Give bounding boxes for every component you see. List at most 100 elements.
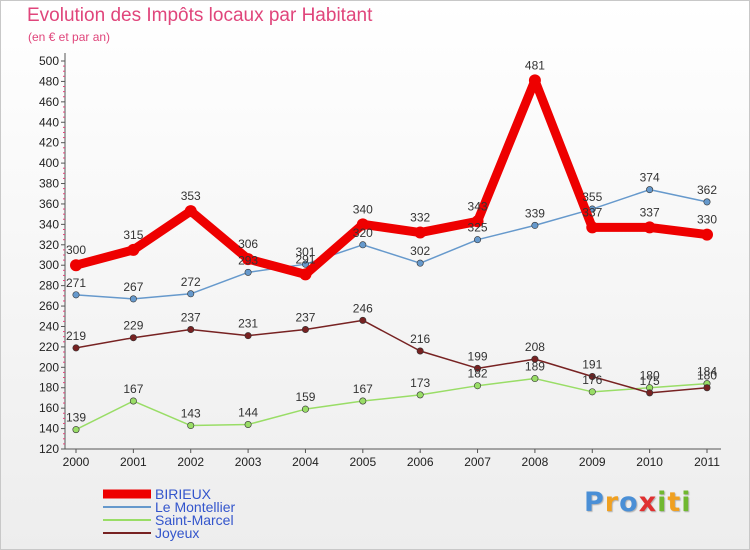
point-joyeux — [646, 389, 654, 397]
logo-letter: i — [657, 487, 668, 518]
y-tick-label: 440 — [39, 115, 59, 129]
data-label-joyeux: 229 — [123, 319, 143, 333]
data-label-saint-marcel: 176 — [582, 373, 602, 387]
x-tick-label: 2011 — [694, 455, 720, 469]
data-label-le-montellier: 271 — [66, 276, 86, 290]
point-joyeux — [301, 326, 309, 334]
data-label-joyeux: 246 — [353, 301, 373, 315]
point-birieux — [356, 218, 369, 231]
data-label-joyeux: 237 — [181, 311, 201, 325]
point-birieux — [70, 259, 82, 272]
point-saint-marcel — [416, 391, 424, 399]
point-joyeux — [416, 347, 424, 355]
x-tick-label: 2003 — [235, 455, 262, 469]
data-label-birieux: 300 — [66, 243, 86, 257]
chart-subtitle: (en € et par an) — [28, 30, 111, 44]
data-label-birieux: 315 — [123, 228, 143, 242]
point-saint-marcel — [301, 405, 309, 413]
series-line-joyeux — [75, 319, 708, 394]
point-le-montellier — [646, 186, 654, 194]
logo-letter: P — [584, 487, 605, 518]
y-tick-label: 500 — [39, 54, 59, 68]
point-birieux — [528, 74, 541, 87]
y-tick-label: 200 — [39, 360, 59, 374]
point-saint-marcel — [359, 397, 367, 405]
point-joyeux — [129, 334, 137, 342]
y-tick-label: 460 — [39, 95, 59, 109]
point-le-montellier — [301, 260, 309, 268]
y-tick-label: 180 — [39, 381, 59, 395]
point-le-montellier — [416, 259, 424, 267]
axes: 120 140 160 180 200 220 240 260 280 300 320 340 360 3… — [39, 53, 721, 469]
logo-letter: r — [604, 487, 620, 518]
legend-label-birieux: BIRIEUX — [155, 486, 212, 502]
logo-letter: o — [619, 487, 639, 518]
data-label-le-montellier: 339 — [525, 206, 545, 220]
point-joyeux — [244, 332, 252, 340]
data-label-saint-marcel: 182 — [468, 367, 488, 381]
point-saint-marcel — [187, 422, 195, 430]
data-label-le-montellier: 362 — [697, 183, 717, 197]
x-tick-label: 2001 — [120, 455, 147, 469]
data-label-le-montellier: 355 — [582, 190, 602, 204]
data-label-le-montellier: 374 — [640, 171, 660, 185]
x-tick-label: 2005 — [349, 455, 376, 469]
point-saint-marcel — [531, 375, 539, 383]
logo-letter: x — [638, 487, 658, 518]
data-label-saint-marcel: 143 — [181, 407, 201, 421]
data-label-saint-marcel: 167 — [353, 382, 373, 396]
data-label-joyeux: 191 — [582, 358, 602, 372]
data-label-joyeux: 175 — [640, 374, 660, 388]
data-label-saint-marcel: 180 — [640, 369, 660, 383]
point-joyeux — [703, 384, 711, 392]
data-labels: 300 315 353 306 291 340 332 343 481 337 337 330 271 2… — [66, 58, 717, 424]
data-label-saint-marcel: 139 — [66, 411, 86, 425]
data-label-birieux: 481 — [525, 58, 545, 72]
point-joyeux — [588, 373, 596, 381]
y-tick-label: 240 — [39, 319, 59, 333]
point-birieux — [127, 243, 140, 256]
data-label-birieux: 337 — [582, 205, 602, 219]
data-label-saint-marcel: 159 — [295, 390, 315, 404]
x-tick-label: 2007 — [464, 455, 491, 469]
point-le-montellier — [531, 221, 539, 229]
y-tick-label: 380 — [39, 177, 59, 191]
series-line-le-montellier — [75, 188, 708, 300]
y-tick-label: 340 — [39, 217, 59, 231]
series-line-birieux — [71, 75, 712, 279]
point-birieux — [586, 221, 599, 234]
point-birieux — [471, 215, 484, 228]
y-tick-label: 320 — [39, 238, 59, 252]
point-birieux — [414, 226, 427, 239]
y-tick-label: 420 — [39, 136, 59, 150]
point-le-montellier — [187, 290, 195, 298]
data-label-le-montellier: 267 — [123, 280, 143, 294]
data-label-saint-marcel: 184 — [697, 365, 717, 379]
data-label-birieux: 330 — [697, 213, 717, 227]
legend-label-le-montellier: Le Montellier — [155, 499, 235, 515]
y-tick-label: 120 — [39, 442, 59, 456]
data-label-birieux: 332 — [410, 211, 430, 225]
data-label-joyeux: 219 — [66, 329, 86, 343]
data-label-saint-marcel: 173 — [410, 376, 430, 390]
point-joyeux — [187, 326, 195, 334]
y-tick-label: 400 — [39, 156, 59, 170]
data-label-birieux: 353 — [181, 189, 201, 203]
y-tick-label: 160 — [39, 401, 59, 415]
data-label-le-montellier: 302 — [410, 244, 430, 258]
x-tick-label: 2009 — [579, 455, 606, 469]
x-tick-label: 2010 — [636, 455, 663, 469]
x-tick-label: 2000 — [63, 455, 90, 469]
data-label-birieux: 337 — [640, 205, 660, 219]
data-label-joyeux: 208 — [525, 340, 545, 354]
point-joyeux — [72, 344, 80, 352]
logo-letter: t — [667, 487, 682, 518]
data-label-joyeux: 231 — [238, 317, 258, 331]
point-birieux — [242, 253, 255, 266]
point-le-montellier — [359, 241, 367, 249]
y-tick-label: 300 — [39, 258, 59, 272]
point-saint-marcel — [72, 426, 80, 434]
data-label-le-montellier: 293 — [238, 253, 258, 267]
